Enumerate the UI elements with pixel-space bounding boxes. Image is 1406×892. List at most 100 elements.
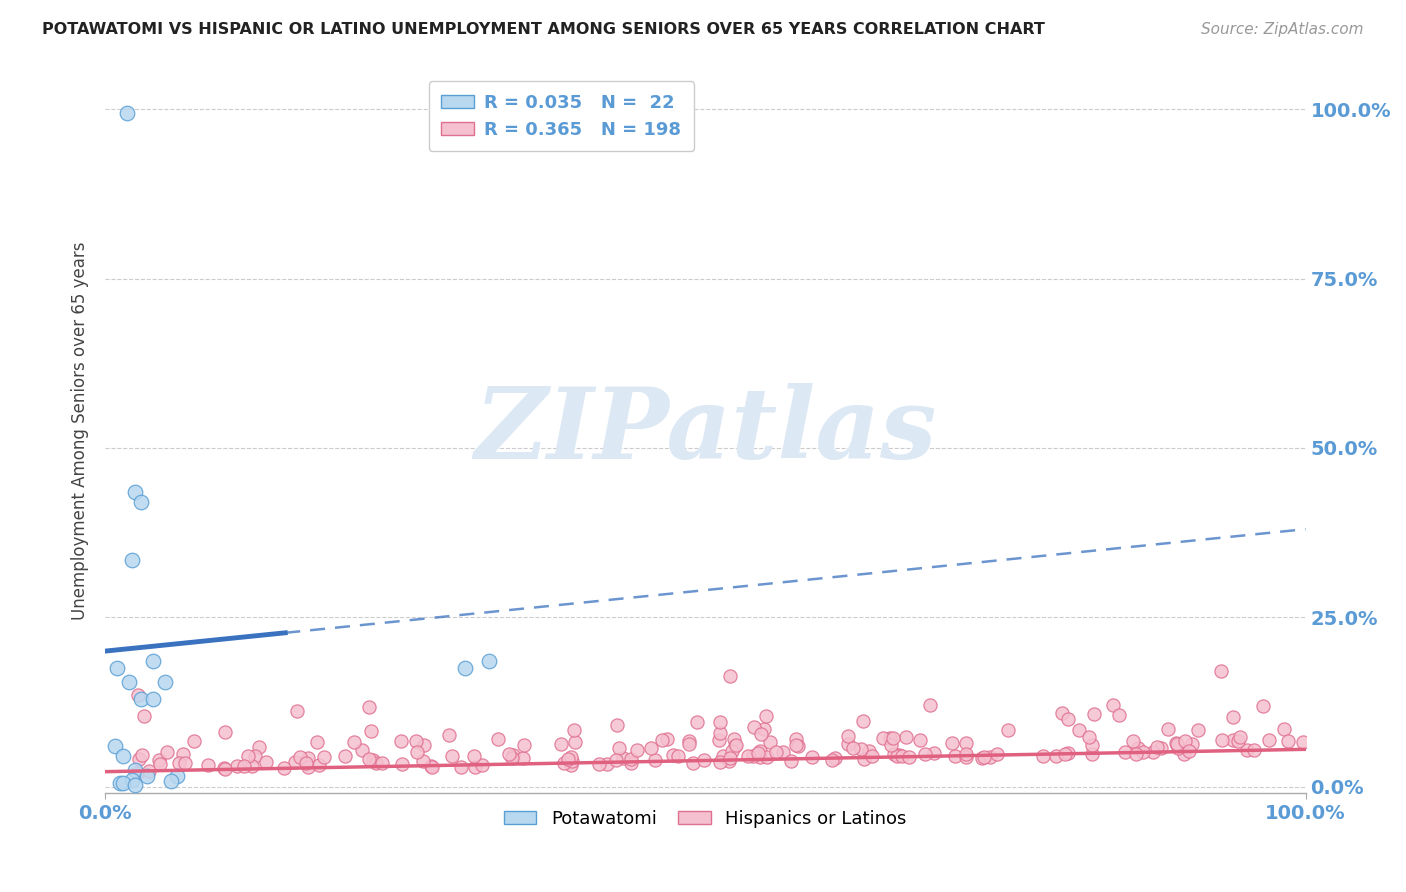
Point	[860, 749, 883, 764]
Point	[1056, 713, 1078, 727]
Point	[498, 747, 520, 762]
Point	[134, 709, 156, 723]
Point	[717, 754, 740, 768]
Point	[1211, 665, 1233, 679]
Point	[718, 751, 741, 765]
Point	[678, 737, 700, 751]
Point	[596, 757, 619, 772]
Point	[1166, 736, 1188, 750]
Point	[693, 753, 716, 767]
Point	[612, 750, 634, 764]
Point	[858, 743, 880, 757]
Point	[391, 756, 413, 771]
Point	[226, 759, 249, 773]
Point	[620, 752, 643, 766]
Text: ZIPatlas: ZIPatlas	[474, 383, 936, 479]
Point	[1243, 743, 1265, 757]
Point	[724, 739, 747, 753]
Point	[1081, 747, 1104, 761]
Point	[668, 749, 690, 764]
Point	[1128, 740, 1150, 755]
Point	[273, 761, 295, 775]
Point	[1173, 747, 1195, 761]
Point	[297, 760, 319, 774]
Point	[1114, 745, 1136, 759]
Point	[883, 747, 905, 761]
Point	[851, 741, 873, 756]
Point	[464, 760, 486, 774]
Point	[1157, 722, 1180, 736]
Point	[1222, 732, 1244, 747]
Point	[955, 736, 977, 750]
Point	[142, 654, 165, 668]
Point	[512, 751, 534, 765]
Point	[405, 734, 427, 748]
Point	[148, 753, 170, 767]
Point	[121, 552, 143, 566]
Point	[742, 720, 765, 734]
Point	[759, 734, 782, 748]
Point	[852, 752, 875, 766]
Point	[800, 749, 823, 764]
Point	[606, 718, 628, 732]
Point	[343, 735, 366, 749]
Point	[412, 754, 434, 768]
Point	[305, 735, 328, 749]
Point	[129, 495, 152, 509]
Point	[880, 738, 903, 752]
Point	[837, 738, 859, 752]
Point	[561, 754, 583, 768]
Point	[718, 669, 741, 683]
Point	[312, 750, 335, 764]
Point	[852, 714, 875, 729]
Text: Source: ZipAtlas.com: Source: ZipAtlas.com	[1201, 22, 1364, 37]
Point	[749, 727, 772, 741]
Point	[772, 745, 794, 759]
Point	[1083, 707, 1105, 722]
Point	[1032, 749, 1054, 764]
Point	[955, 747, 977, 762]
Point	[412, 738, 434, 752]
Point	[297, 751, 319, 765]
Point	[359, 699, 381, 714]
Point	[214, 725, 236, 739]
Point	[1251, 699, 1274, 714]
Point	[755, 709, 778, 723]
Point	[842, 741, 865, 756]
Point	[155, 674, 177, 689]
Point	[128, 752, 150, 766]
Point	[872, 731, 894, 746]
Point	[1229, 730, 1251, 744]
Point	[891, 748, 914, 763]
Point	[970, 751, 993, 765]
Point	[131, 747, 153, 762]
Point	[118, 674, 141, 689]
Point	[986, 747, 1008, 762]
Point	[437, 728, 460, 742]
Point	[779, 754, 801, 768]
Point	[463, 748, 485, 763]
Point	[450, 760, 472, 774]
Point	[214, 763, 236, 777]
Point	[214, 761, 236, 775]
Point	[357, 752, 380, 766]
Point	[737, 749, 759, 764]
Point	[104, 739, 127, 753]
Point	[918, 698, 941, 713]
Point	[626, 743, 648, 757]
Point	[979, 750, 1001, 764]
Point	[1132, 745, 1154, 759]
Point	[1178, 744, 1201, 758]
Point	[172, 747, 194, 762]
Point	[837, 729, 859, 743]
Point	[824, 751, 846, 765]
Point	[564, 734, 586, 748]
Point	[661, 748, 683, 763]
Point	[557, 751, 579, 765]
Point	[943, 749, 966, 764]
Point	[127, 766, 149, 780]
Point	[183, 734, 205, 748]
Point	[588, 757, 610, 772]
Point	[308, 757, 330, 772]
Point	[149, 757, 172, 772]
